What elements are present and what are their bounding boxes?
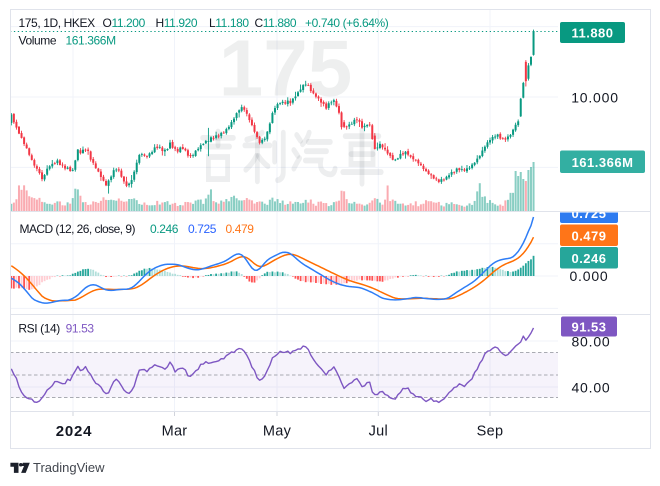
svg-text:TradingView: TradingView xyxy=(33,460,105,475)
svg-text:91.53: 91.53 xyxy=(571,320,606,335)
svg-text:0.725: 0.725 xyxy=(571,206,606,221)
svg-text:Mar: Mar xyxy=(162,424,188,440)
svg-text:0.479: 0.479 xyxy=(571,228,606,243)
svg-text:0.000: 0.000 xyxy=(569,268,608,284)
svg-text:Jul: Jul xyxy=(369,424,388,440)
svg-text:Sep: Sep xyxy=(477,424,504,440)
svg-text:40.00: 40.00 xyxy=(571,380,610,396)
svg-text:161.366M: 161.366M xyxy=(572,155,634,170)
svg-text:May: May xyxy=(263,424,292,440)
svg-text:0.246: 0.246 xyxy=(571,251,606,266)
svg-text:80.00: 80.00 xyxy=(571,334,610,350)
svg-text:10.000: 10.000 xyxy=(571,90,619,106)
svg-text:RSI (14)91.53: RSI (14) 91.53 xyxy=(18,321,94,335)
svg-text:2024: 2024 xyxy=(56,423,93,440)
svg-text:11.880: 11.880 xyxy=(571,26,613,41)
svg-text:175: 175 xyxy=(219,23,352,112)
